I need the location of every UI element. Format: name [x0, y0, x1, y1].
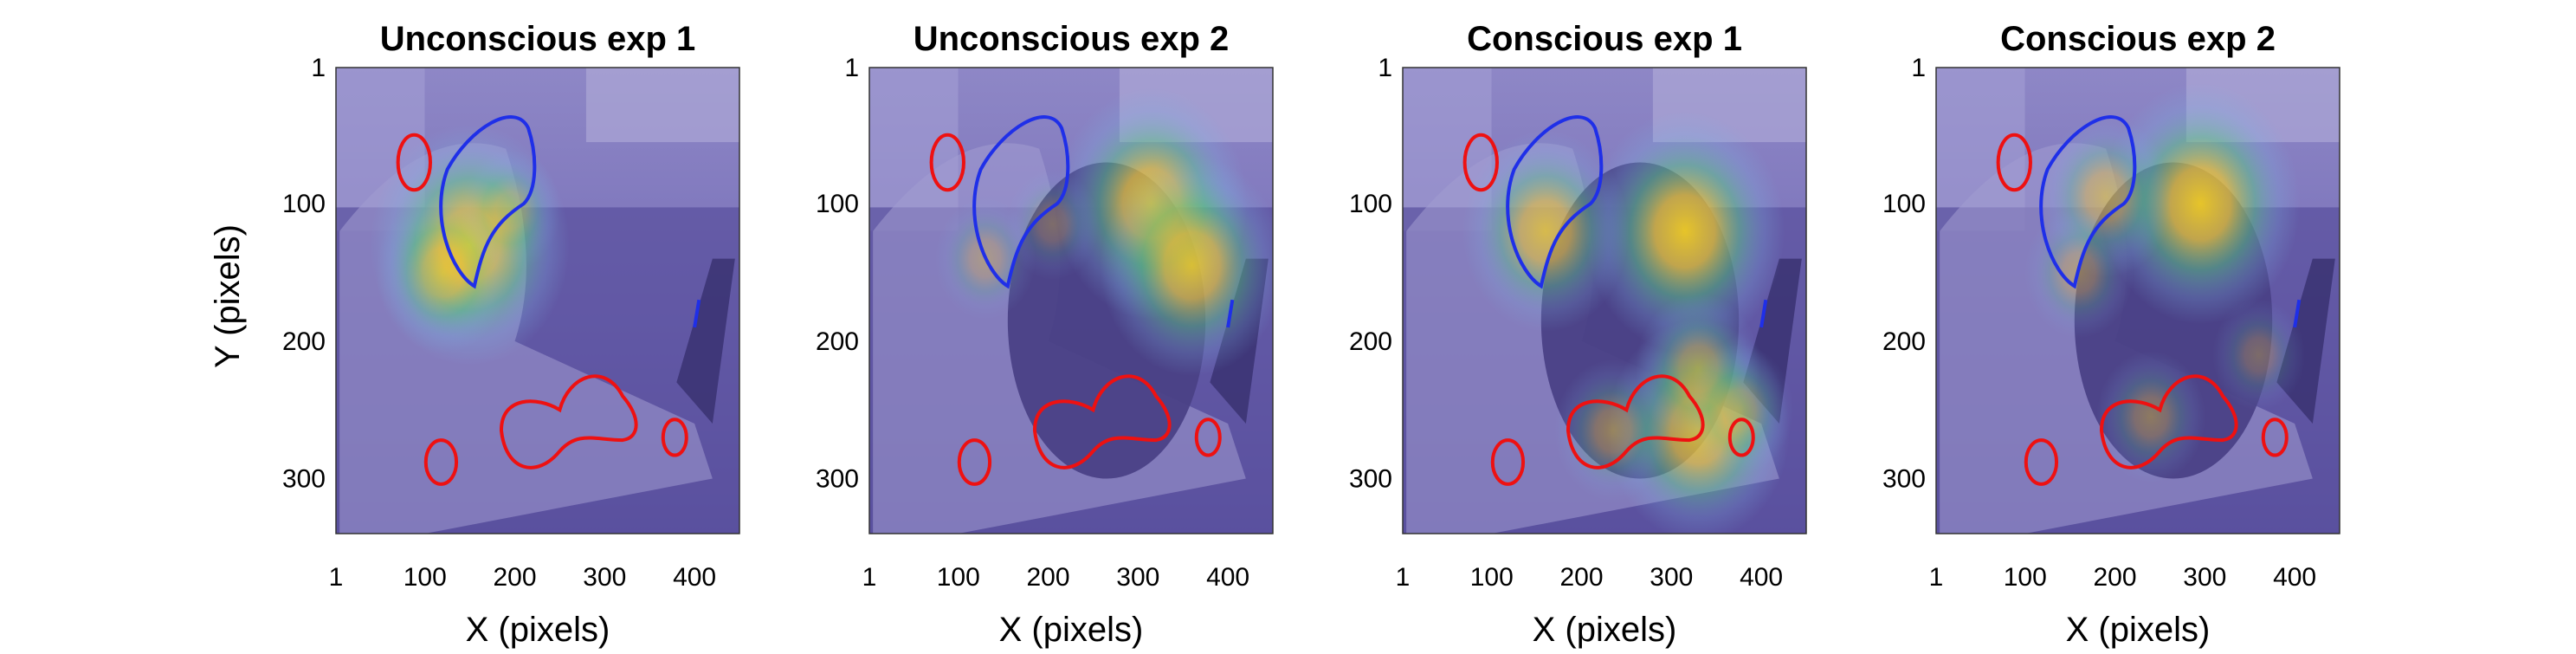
x-tick-label: 1 [329, 563, 344, 592]
x-tick-label: 200 [1027, 563, 1070, 592]
x-tick-label: 200 [494, 563, 537, 592]
x-axis-label: X (pixels) [999, 611, 1144, 649]
hands-roi [499, 374, 638, 469]
wrist-roi [2261, 418, 2289, 457]
y-tick-label: 200 [816, 327, 859, 356]
heat-hotspot [1462, 130, 1630, 333]
laptop-shape [676, 258, 735, 424]
y-tick-label: 100 [1882, 190, 1926, 218]
plot-frame [868, 67, 1274, 534]
wrist-roi [1727, 418, 1755, 457]
roi-outlines [396, 115, 701, 486]
wrist-roi [661, 418, 688, 457]
roi-outlines [1462, 115, 1768, 486]
x-axis-label: X (pixels) [1533, 611, 1677, 649]
x-tick-label: 400 [2273, 563, 2316, 592]
face-roi [972, 115, 1070, 289]
heat-hotspot [1006, 168, 1100, 281]
elbow-roi [957, 438, 992, 486]
elbow-roi [2024, 438, 2059, 486]
y-tick-label: 300 [816, 465, 859, 494]
face-roi [1506, 115, 1604, 289]
plot-area [336, 68, 739, 534]
x-tick-label: 200 [1560, 563, 1604, 592]
laptop-roi [1226, 299, 1235, 328]
wrist-roi [1194, 418, 1222, 457]
face-roi [439, 115, 537, 289]
heat-hotspot [1684, 344, 1794, 476]
plot-area [869, 68, 1273, 534]
x-tick-label: 100 [937, 563, 980, 592]
plot-area [1936, 68, 2340, 534]
x-axis-label: X (pixels) [2066, 611, 2211, 649]
face-roi [2039, 115, 2137, 289]
heat-hotspot [1585, 110, 1785, 353]
y-tick-label: 300 [1882, 465, 1926, 494]
heat-hotspot [2096, 351, 2206, 483]
x-tick-label: 300 [1650, 563, 1693, 592]
x-tick-label: 1 [1396, 563, 1411, 592]
elbow-roi [423, 438, 459, 486]
panel-title: Unconscious exp 1 [380, 20, 696, 58]
x-tick-label: 300 [1116, 563, 1159, 592]
panel-4: Conscious exp 2 1 100 200 300 400 1 100 200 300 X … [1882, 20, 2340, 649]
y-tick-label: 100 [282, 190, 326, 218]
heat-hotspot [460, 149, 561, 272]
laptop-roi [693, 299, 701, 328]
y-tick-label: 300 [282, 465, 326, 494]
hands-roi [1566, 374, 1705, 469]
laptop-roi [2293, 299, 2302, 328]
x-tick-label: 400 [1206, 563, 1249, 592]
elbow-roi [1490, 438, 1526, 486]
y-tick-label: 100 [816, 190, 859, 218]
y-tick-label: 100 [1349, 190, 1392, 218]
y-tick-label: 300 [1349, 465, 1392, 494]
x-tick-label: 1 [862, 563, 877, 592]
panel-1: Unconscious exp 1 1 100 200 300 400 1 100 200 300… [209, 20, 740, 649]
panel-title: Conscious exp 2 [2000, 20, 2276, 58]
y-tick-label: 1 [311, 54, 326, 82]
x-tick-label: 100 [1470, 563, 1514, 592]
roi-outlines [929, 115, 1235, 486]
panel-title: Conscious exp 1 [1467, 20, 1742, 58]
x-tick-label: 300 [583, 563, 626, 592]
eye-roi [929, 133, 965, 192]
x-axis-label: X (pixels) [466, 611, 610, 649]
y-tick-label: 1 [844, 54, 859, 82]
window-shape [585, 68, 739, 143]
y-tick-label: 200 [282, 327, 326, 356]
laptop-roi [1759, 299, 1768, 328]
x-tick-label: 1 [1929, 563, 1944, 592]
plot-frame [1402, 67, 1807, 534]
x-tick-label: 100 [404, 563, 447, 592]
x-tick-label: 100 [2004, 563, 2047, 592]
plot-area [1403, 68, 1806, 534]
plot-frame [335, 67, 740, 534]
y-tick-label: 200 [1349, 327, 1392, 356]
x-tick-label: 400 [1740, 563, 1783, 592]
panel-title: Unconscious exp 2 [914, 20, 1230, 58]
eye-roi [1462, 133, 1499, 192]
hands-roi [1032, 374, 1172, 469]
heat-hotspot [2212, 299, 2306, 411]
heat-hotspot [1100, 154, 1273, 377]
x-tick-label: 300 [2183, 563, 2226, 592]
x-tick-label: 400 [673, 563, 716, 592]
y-tick-label: 200 [1882, 327, 1926, 356]
y-tick-label: 1 [1378, 54, 1392, 82]
y-tick-label: 1 [1911, 54, 1926, 82]
roi-outlines [1996, 115, 2302, 486]
plot-frame [1935, 67, 2340, 534]
eye-roi [1996, 133, 2032, 192]
x-tick-label: 200 [2094, 563, 2137, 592]
panel-3: Conscious exp 1 1 100 200 300 400 1 100 200 300 X … [1349, 20, 1807, 649]
eye-roi [396, 133, 432, 192]
hands-roi [2099, 374, 2238, 469]
panel-2: Unconscious exp 2 1 100 200 300 400 1 100 200 300… [816, 20, 1274, 649]
y-axis-label: Y (pixels) [209, 224, 247, 368]
